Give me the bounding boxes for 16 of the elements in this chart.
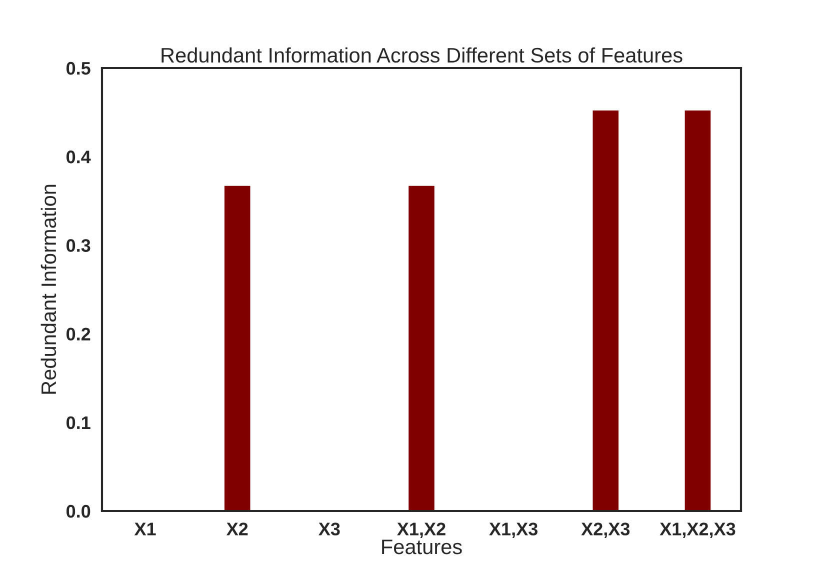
y-tick-label: 0.2 — [66, 328, 90, 341]
y-tick-label: 0.0 — [66, 504, 90, 518]
x-tick-label: X2,X3 — [581, 522, 630, 538]
x-tick-label: X1,X2 — [397, 522, 446, 538]
y-tick-label: 0.4 — [66, 150, 91, 164]
chart-title: Redundant Information Across Different Sets of Features — [162, 47, 682, 63]
y-tick-label: 0.3 — [66, 239, 90, 252]
y-tick-label: 0.5 — [66, 62, 90, 75]
x-axis-title: Features — [382, 540, 462, 554]
y-axis-title: Redundant Information — [40, 184, 56, 394]
x-tick-label: X3 — [318, 522, 340, 536]
x-tick-label: X2 — [226, 522, 248, 536]
y-tick-label: 0.1 — [66, 416, 90, 430]
x-tick-label: X1,X3 — [489, 522, 538, 538]
x-tick-label: X1 — [134, 522, 156, 536]
x-tick-label: X1,X2,X3 — [660, 522, 736, 538]
